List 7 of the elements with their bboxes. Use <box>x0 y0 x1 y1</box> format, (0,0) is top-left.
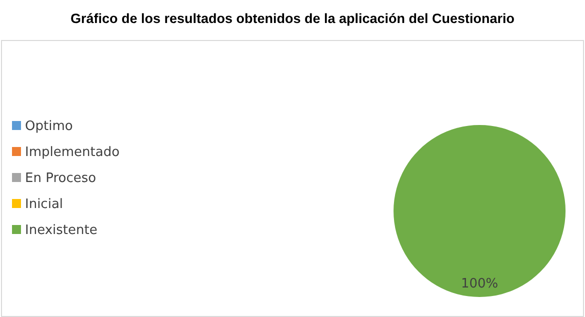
legend-label: Inexistente <box>25 222 98 238</box>
legend-label: Optimo <box>25 118 73 134</box>
legend-label: Inicial <box>25 196 64 212</box>
legend-label: En Proceso <box>25 170 96 186</box>
chart-title: Gráfico de los resultados obtenidos de la aplicación del Cuestionario <box>69 10 516 28</box>
legend-label: Implementado <box>25 144 120 160</box>
data-label: 100% <box>460 276 498 292</box>
